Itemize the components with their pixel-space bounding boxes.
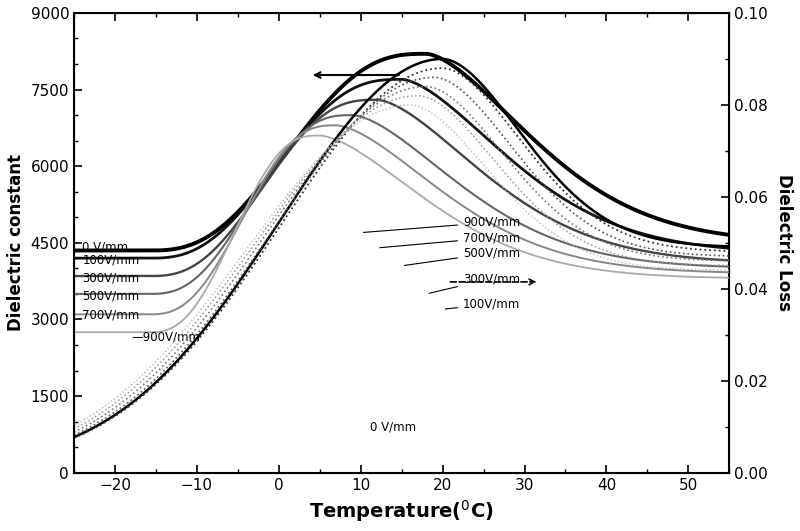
Text: —900V/mm: —900V/mm [131, 331, 200, 344]
Y-axis label: Dielectric Loss: Dielectric Loss [775, 174, 793, 311]
Text: 100V/mm: 100V/mm [446, 298, 520, 311]
Text: 300V/mm: 300V/mm [82, 271, 139, 284]
Text: 300V/mm: 300V/mm [429, 272, 520, 293]
Text: 100V/mm: 100V/mm [82, 253, 139, 266]
Text: 700V/mm: 700V/mm [82, 309, 139, 322]
X-axis label: Temperature($^0$C): Temperature($^0$C) [310, 498, 494, 524]
Text: 700V/mm: 700V/mm [380, 231, 520, 247]
Text: 500V/mm: 500V/mm [404, 246, 520, 266]
Text: 0 V/mm: 0 V/mm [82, 241, 128, 253]
Text: 0 V/mm: 0 V/mm [370, 420, 417, 433]
Text: 500V/mm: 500V/mm [82, 290, 139, 303]
Y-axis label: Dielectric constant: Dielectric constant [7, 155, 25, 331]
Text: 900V/mm: 900V/mm [363, 216, 520, 233]
